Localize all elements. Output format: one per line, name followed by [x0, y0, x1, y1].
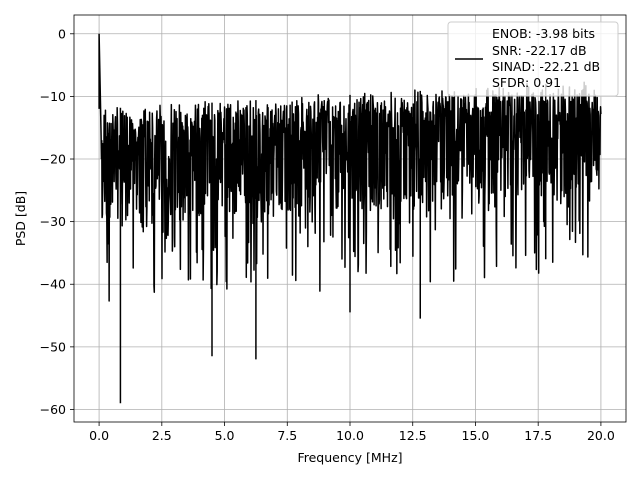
legend: ENOB: -3.98 bits SNR: -22.17 dB SINAD: -… — [447, 21, 619, 97]
legend-snr: SNR: -22.17 dB — [492, 43, 587, 58]
x-tick-label: 2.5 — [152, 428, 172, 443]
x-tick-label: 17.5 — [524, 428, 552, 443]
legend-sinad: SINAD: -22.21 dB — [492, 59, 600, 74]
legend-sfdr: SFDR: 0.91 — [492, 75, 561, 90]
legend-box — [447, 21, 619, 97]
x-axis-label: Frequency [MHz] — [297, 450, 402, 465]
x-tick-label: 15.0 — [462, 428, 490, 443]
y-tick-label: 0 — [58, 26, 66, 41]
y-axis-ticks: 0 −10 −20 −30 −40 −50 −60 — [40, 26, 74, 417]
y-tick-label: −40 — [40, 277, 66, 292]
x-tick-label: 10.0 — [336, 428, 364, 443]
plot-area — [98, 33, 602, 404]
x-tick-label: 5.0 — [215, 428, 235, 443]
y-tick-label: −10 — [40, 89, 66, 104]
y-axis-label: PSD [dB] — [13, 191, 28, 246]
x-axis-ticks: 0.0 2.5 5.0 7.5 10.0 12.5 15.0 17.5 20.0 — [89, 422, 615, 443]
y-tick-label: −30 — [40, 214, 66, 229]
y-tick-label: −50 — [40, 339, 66, 354]
x-tick-label: 20.0 — [587, 428, 615, 443]
psd-series-line — [98, 33, 602, 404]
x-tick-label: 0.0 — [89, 428, 109, 443]
legend-enob: ENOB: -3.98 bits — [492, 26, 595, 41]
x-tick-label: 12.5 — [399, 428, 427, 443]
y-tick-label: −20 — [40, 152, 66, 167]
y-tick-label: −60 — [40, 402, 66, 417]
x-tick-label: 7.5 — [277, 428, 297, 443]
